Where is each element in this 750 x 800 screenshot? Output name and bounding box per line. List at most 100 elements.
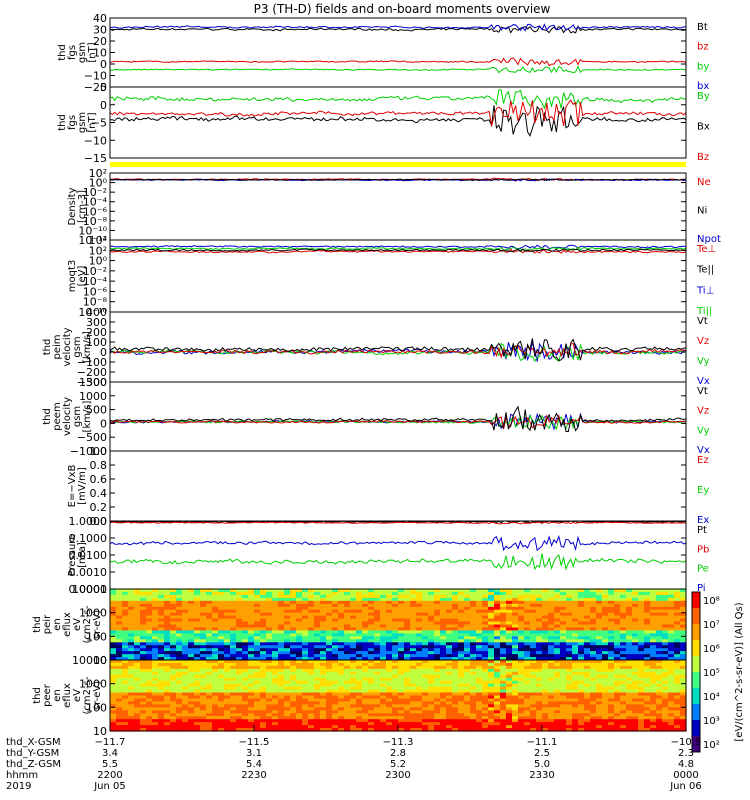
spectrogram-cell bbox=[632, 630, 639, 634]
spectrogram-cell bbox=[296, 660, 303, 664]
spectrogram-cell bbox=[650, 689, 657, 694]
spectrogram-cell bbox=[434, 716, 441, 720]
spectrogram-cell bbox=[242, 618, 249, 623]
spectrogram-cell bbox=[182, 663, 189, 667]
spectrogram-cell bbox=[338, 633, 345, 637]
spectrogram-cell bbox=[524, 710, 531, 714]
spectrogram-cell bbox=[386, 603, 393, 608]
spectrogram-cell bbox=[674, 716, 681, 720]
spectrogram-cell bbox=[410, 707, 417, 711]
spectrogram-cell bbox=[446, 639, 453, 643]
spectrogram-cell bbox=[488, 615, 495, 620]
spectrogram-cell bbox=[344, 680, 351, 685]
spectrogram-cell bbox=[194, 603, 201, 608]
spectrogram-cell bbox=[302, 642, 309, 646]
spectrogram-cell bbox=[512, 600, 519, 605]
spectrogram-cell bbox=[122, 606, 129, 611]
spectrogram-cell bbox=[374, 660, 381, 664]
y-tick-label: 1.0000 bbox=[69, 515, 108, 528]
spectrogram-cell bbox=[434, 663, 441, 667]
spectrogram-cell bbox=[284, 603, 291, 608]
spectrogram-cell bbox=[212, 589, 219, 593]
spectrogram-cell bbox=[314, 624, 321, 629]
spectrogram-cell bbox=[152, 657, 159, 661]
spectrogram-cell bbox=[356, 609, 363, 614]
spectrogram-cell bbox=[512, 704, 519, 708]
spectrogram-cell bbox=[680, 621, 687, 626]
spectrogram-cell bbox=[332, 719, 339, 723]
spectrogram-cell bbox=[188, 612, 195, 617]
spectrogram-cell bbox=[224, 603, 231, 608]
spectrogram-cell bbox=[566, 713, 573, 717]
spectrogram-cell bbox=[278, 710, 285, 714]
spectrogram-cell bbox=[242, 680, 249, 685]
spectrogram-cell bbox=[524, 630, 531, 634]
spectrogram-cell bbox=[416, 600, 423, 605]
spectrogram-cell bbox=[176, 654, 183, 658]
spectrogram-cell bbox=[200, 689, 207, 694]
spectrogram-cell bbox=[326, 627, 333, 632]
spectrogram-cell bbox=[542, 594, 549, 599]
y-axis-label-line: [km/s] bbox=[82, 400, 93, 432]
spectrogram-cell bbox=[482, 695, 489, 700]
spectrogram-cell bbox=[266, 648, 273, 652]
spectrogram-cell bbox=[662, 618, 669, 623]
spectrogram-cell bbox=[146, 671, 153, 676]
spectrogram-cell bbox=[596, 642, 603, 646]
spectrogram-cell bbox=[248, 618, 255, 623]
spectrogram-cell bbox=[146, 636, 153, 640]
spectrogram-cell bbox=[578, 621, 585, 626]
spectrogram-cell bbox=[110, 592, 117, 596]
spectrogram-cell bbox=[374, 719, 381, 723]
spectrogram-cell bbox=[674, 686, 681, 691]
spectrogram-cell bbox=[572, 674, 579, 679]
spectrogram-cell bbox=[272, 615, 279, 620]
spectrogram-cell bbox=[404, 710, 411, 714]
spectrogram-cell bbox=[326, 592, 333, 596]
spectrogram-cell bbox=[176, 695, 183, 700]
spectrogram-cell bbox=[680, 689, 687, 694]
spectrogram-cell bbox=[446, 722, 453, 726]
colorbar-tick-label: 10⁶ bbox=[703, 644, 720, 655]
spectrogram-cell bbox=[410, 674, 417, 679]
spectrogram-cell bbox=[170, 710, 177, 714]
spectrogram-cell bbox=[242, 589, 249, 593]
spectrogram-cell bbox=[524, 713, 531, 717]
spectrogram-cell bbox=[398, 597, 405, 602]
spectrogram-cell bbox=[266, 695, 273, 700]
spectrogram-cell bbox=[128, 621, 135, 626]
spectrogram-cell bbox=[128, 674, 135, 679]
spectrogram-cell bbox=[146, 612, 153, 617]
spectrogram-cell bbox=[212, 600, 219, 605]
spectrogram-cell bbox=[434, 680, 441, 685]
spectrogram-cell bbox=[554, 665, 561, 670]
spectrogram-cell bbox=[476, 704, 483, 708]
spectrogram-cell bbox=[572, 722, 579, 726]
spectrogram-cell bbox=[152, 689, 159, 694]
spectrogram-cell bbox=[278, 701, 285, 705]
spectrogram-cell bbox=[500, 665, 507, 670]
spectrogram-cell bbox=[266, 639, 273, 643]
spectrogram-cell bbox=[224, 627, 231, 632]
y-tick-label: 10⁻⁴ bbox=[83, 275, 108, 288]
spectrogram-cell bbox=[356, 651, 363, 655]
spectrogram-cell bbox=[338, 606, 345, 611]
spectrogram-cell bbox=[536, 612, 543, 617]
y-tick-label: 500 bbox=[86, 404, 107, 417]
spectrogram-cell bbox=[656, 639, 663, 643]
spectrogram-cell bbox=[236, 713, 243, 717]
y-tick-label: 10 bbox=[93, 47, 107, 60]
spectrogram-cell bbox=[320, 612, 327, 617]
spectrogram-cell bbox=[152, 668, 159, 673]
spectrogram-cell bbox=[548, 618, 555, 623]
y-tick-label: 10⁴ bbox=[89, 234, 108, 247]
spectrogram-cell bbox=[446, 594, 453, 599]
spectrogram-cell bbox=[638, 651, 645, 655]
spectrogram-cell bbox=[182, 618, 189, 623]
spectrogram-cell bbox=[380, 654, 387, 658]
spectrogram-cell bbox=[278, 606, 285, 611]
spectrogram-cell bbox=[380, 627, 387, 632]
spectrogram-cell bbox=[626, 621, 633, 626]
spectrogram-cell bbox=[530, 707, 537, 711]
spectrogram-cell bbox=[236, 701, 243, 705]
